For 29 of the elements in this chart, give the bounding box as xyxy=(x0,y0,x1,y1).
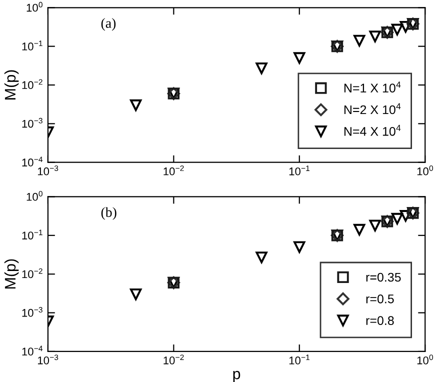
y-axis-title: M(p) xyxy=(4,70,19,100)
x-tick-label: 10$^{−2}$ xyxy=(164,165,184,176)
y-tick-label: 10$^{−2}$ xyxy=(22,268,42,278)
x-axis-title: p xyxy=(233,370,240,382)
x-tick-label: 10$^{−3}$ xyxy=(38,165,58,176)
x-tick-label: 10$^{−3}$ xyxy=(38,354,58,364)
legend-label: N=1 X 10$^{4}$ xyxy=(344,82,401,93)
y-tick-label: 10$^{−1}$ xyxy=(22,40,42,50)
y-tick-label: 10$^{−2}$ xyxy=(22,79,42,90)
legend-label: N=2 X 10$^{4}$ xyxy=(344,103,401,114)
x-tick-label: 10$^{−1}$ xyxy=(289,354,310,364)
y-tick-label: 10$^{0}$ xyxy=(26,190,42,201)
x-tick-label: 10$^{−1}$ xyxy=(289,166,310,176)
y-tick-label: 10$^{−4}$ xyxy=(22,346,43,356)
y-tick-label: 10$^{−3}$ xyxy=(22,118,42,128)
y-tick-label: 10$^{−3}$ xyxy=(22,307,42,317)
annotation: (a) xyxy=(101,18,116,31)
legend-label: r=0.8 xyxy=(366,316,394,325)
x-tick-label: 10$^{0}$ xyxy=(417,165,434,176)
x-tick-label: 10$^{−2}$ xyxy=(164,354,184,364)
annotation: (b) xyxy=(101,207,116,220)
x-tick-label: 10$^{0}$ xyxy=(417,354,434,364)
legend-label: r=0.35 xyxy=(366,272,401,282)
y-tick-label: 10$^{−4}$ xyxy=(22,156,43,166)
y-axis-title: M(p) xyxy=(4,259,19,289)
legend-label: r=0.5 xyxy=(366,294,394,304)
y-tick-label: 10$^{−1}$ xyxy=(22,230,42,240)
legend-label: N=4 X 10$^{4}$ xyxy=(344,124,401,136)
y-tick-label: 10$^{0}$ xyxy=(26,2,42,12)
